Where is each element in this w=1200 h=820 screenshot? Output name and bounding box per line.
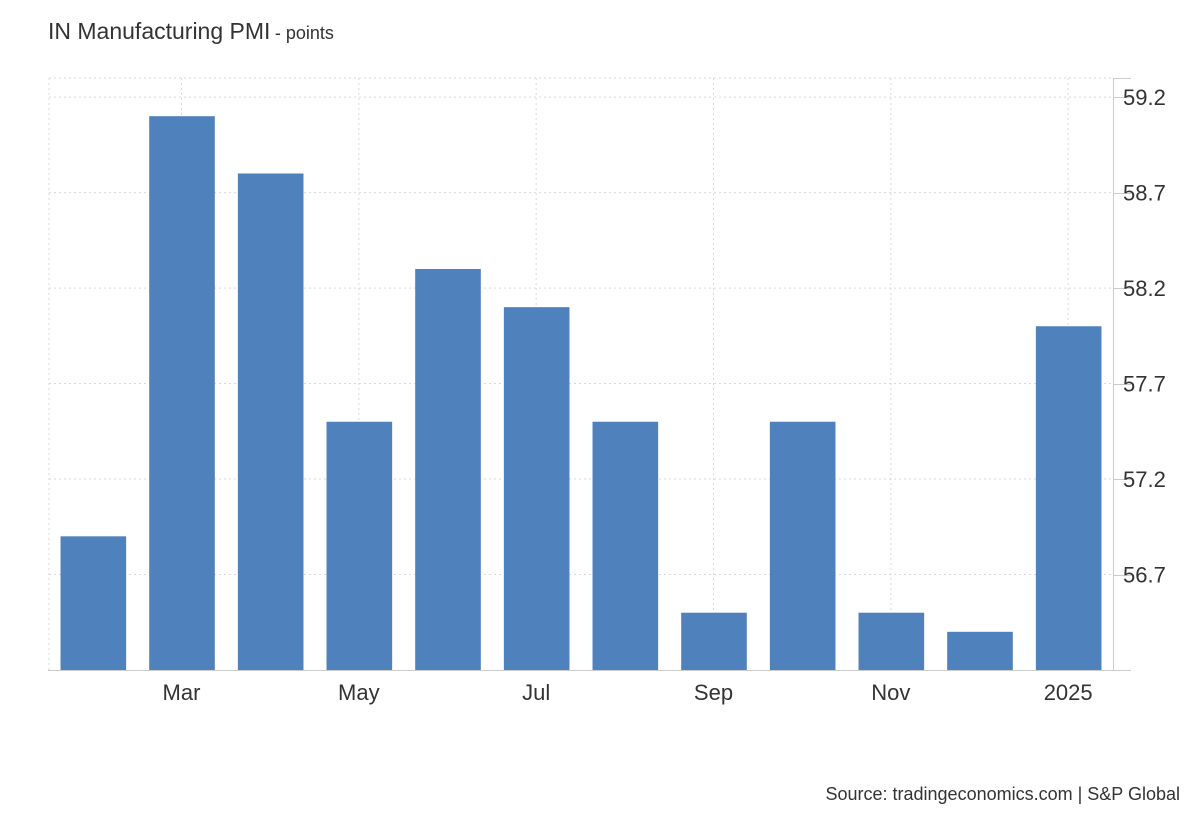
x-tick-label: Mar — [163, 680, 201, 705]
x-tick-label: May — [338, 680, 380, 705]
bar-2024-06 — [415, 268, 481, 670]
bar-2024-07 — [503, 307, 570, 670]
bar-2024-03 — [149, 116, 215, 671]
y-tick-label: 57.7 — [1123, 372, 1166, 397]
chart-subtitle: - points — [274, 23, 334, 43]
bar-2024-08 — [592, 421, 659, 670]
bar-layer — [60, 116, 1102, 671]
bar-2024-10 — [769, 421, 836, 670]
bar-2024-09 — [681, 612, 747, 670]
x-tick-label: Jul — [522, 680, 550, 705]
axis-layer — [48, 78, 1131, 671]
y-tick-label: 57.2 — [1123, 467, 1166, 492]
source-note: Source: tradingeconomics.com | S&P Globa… — [825, 784, 1180, 804]
y-tick-layer: 56.7 57.2 57.7 58.2 58.7 59.2 — [1123, 85, 1166, 587]
bar-2025-01 — [1035, 326, 1102, 670]
y-tick-label: 59.2 — [1123, 85, 1166, 110]
x-tick-label: Nov — [871, 680, 910, 705]
y-tick-label: 56.7 — [1123, 563, 1166, 588]
chart-title: IN Manufacturing PMI — [48, 18, 271, 44]
bar-2024-05 — [326, 421, 393, 670]
x-tick-label: Sep — [694, 680, 733, 705]
chart-title-row: IN Manufacturing PMI - points — [48, 18, 334, 45]
x-tick-label: 2025 — [1044, 680, 1093, 705]
x-tick-layer: Mar May Jul Sep Nov 2025 — [163, 680, 1093, 705]
y-tick-label: 58.7 — [1123, 181, 1166, 206]
y-tick-label: 58.2 — [1123, 276, 1166, 301]
bar-2024-04 — [237, 173, 304, 670]
bar-2024-11 — [858, 612, 925, 670]
bar-2024-12 — [947, 631, 1013, 670]
bar-2024-02 — [60, 536, 127, 670]
